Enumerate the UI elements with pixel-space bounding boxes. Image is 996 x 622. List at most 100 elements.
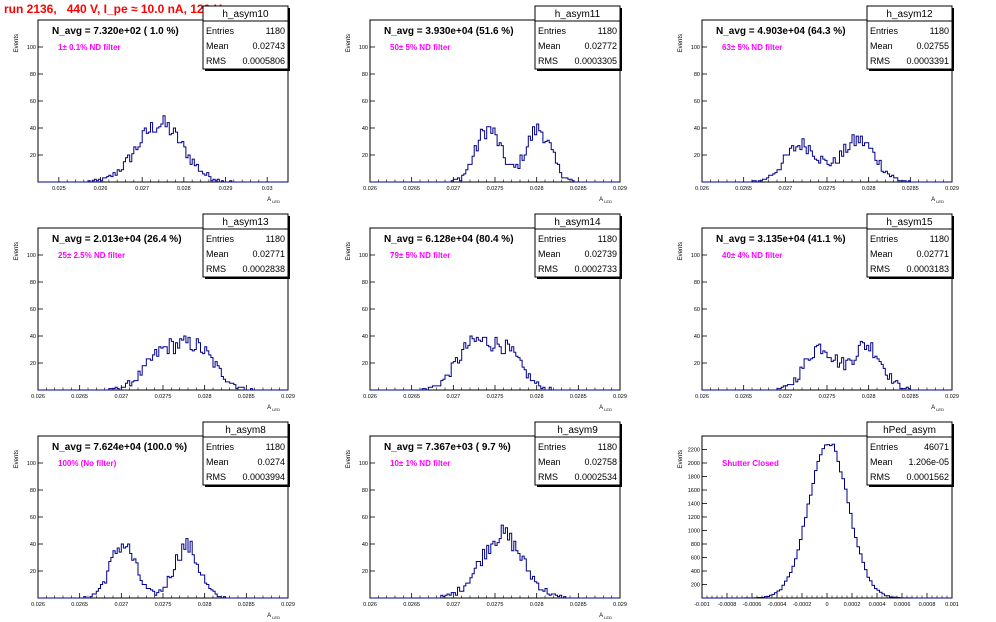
stats-box: h_asym15 Entries 1180 Mean 0.02771 RMS 0.00031… [866,213,954,279]
y-tick-label: 1000 [688,529,700,535]
y-tick-label: 40 [362,334,368,340]
x-tick-label: 0.029 [219,186,233,192]
stats-box: h_asym11 Entries 1180 Mean 0.02772 RMS 0.00033… [534,5,622,71]
stat-value: 0.02755 [916,41,949,51]
stat-value: 1180 [930,234,949,244]
x-tick-label: 0.028 [862,394,876,400]
y-tick-label: 100 [359,461,368,467]
y-tick-label: 40 [694,334,700,340]
y-tick-label: 1200 [688,515,700,521]
stat-value: 0.0003994 [242,472,285,482]
filter-label: 25± 2.5% ND filter [58,251,125,260]
y-tick-label: 2200 [688,448,700,454]
y-axis-label: Events [678,34,684,52]
stat-label: Entries [870,234,899,244]
y-tick-label: 80 [694,280,700,286]
x-tick-label: 0.027 [446,186,460,192]
stat-value: 0.02772 [584,41,617,51]
x-tick-label: 0.028 [530,186,544,192]
y-tick-label: 20 [30,569,36,575]
y-tick-label: 2000 [688,461,700,467]
stat-label: Entries [870,26,899,36]
x-tick-label: 0.03 [262,186,273,192]
filter-label: 50± 5% ND filter [390,43,450,52]
y-tick-label: 20 [362,569,368,575]
navg-label: N_avg = 7.367e+03 ( 9.7 %) [384,442,511,453]
x-tick-label: 0.026 [363,602,377,608]
x-tick-label: 0.0275 [819,394,836,400]
x-tick-label: 0.0265 [71,394,88,400]
stat-value: 0.0003305 [574,56,617,66]
y-axis-label: Events [346,34,352,52]
histogram-series [370,123,620,183]
stat-value: 0.0002838 [242,264,285,274]
y-tick-label: 40 [694,126,700,132]
stat-label: RMS [538,264,558,274]
y-tick-label: 60 [694,99,700,105]
stat-label: Entries [538,234,567,244]
stat-label: Mean [538,41,561,51]
y-tick-label: 100 [27,461,36,467]
y-axis-label: Events [14,34,20,52]
x-tick-label: 0.0265 [71,602,88,608]
panel-h_asym10: Events 20 40 60 80 100 0.025 0.026 0.027 0.028 0.0… [14,5,290,204]
histogram-name: h_asym11 [555,9,601,20]
x-tick-label: 0.0275 [819,186,836,192]
stats-box: h_asym14 Entries 1180 Mean 0.02739 RMS 0.00027… [534,213,622,279]
x-tick-label: 0.0275 [155,394,172,400]
y-tick-label: 1800 [688,475,700,481]
histogram-series [370,335,620,391]
x-tick-label: 0.0285 [902,394,919,400]
stat-value: 0.02771 [252,249,285,259]
stat-value: 1.206e-05 [908,457,949,467]
stat-label: RMS [206,472,226,482]
x-tick-label: 0.026 [94,186,108,192]
stats-box: h_asym12 Entries 1180 Mean 0.02755 RMS 0.00033… [866,5,954,71]
x-tick-label: 0.028 [198,602,212,608]
y-tick-label: 100 [27,253,36,259]
stat-label: Entries [206,442,235,452]
x-tick-label: 0.027 [446,602,460,608]
y-tick-label: 100 [691,45,700,51]
x-tick-label: -0.001 [694,602,710,608]
y-axis-label: Events [678,450,684,468]
histogram-name: h_asym13 [222,217,269,228]
stats-box: h_asym10 Entries 1180 Mean 0.02743 RMS 0.00058… [202,5,290,71]
y-tick-label: 100 [691,253,700,259]
x-tick-label: 0.0285 [238,394,255,400]
panel-hPed_asym: Events 200 400 600 800 1000 1200 1400 1600 1800 20… [678,421,959,608]
x-tick-label: 0.027 [135,186,149,192]
x-axis-label: A LED [267,613,280,620]
x-tick-label: 0.0004 [869,602,886,608]
x-axis-label: A LED [267,197,280,204]
stat-value: 0.0002534 [574,472,617,482]
x-tick-label: 0.028 [530,394,544,400]
x-tick-label: 0.0008 [919,602,936,608]
stat-label: Mean [870,41,893,51]
y-tick-label: 60 [362,515,368,521]
x-tick-label: 0.025 [52,186,66,192]
y-tick-label: 20 [362,153,368,159]
y-tick-label: 20 [30,153,36,159]
filter-label: 10± 1% ND filter [390,459,450,468]
y-tick-label: 60 [30,307,36,313]
stats-box: h_asym9 Entries 1180 Mean 0.02758 RMS 0.000253… [534,421,622,487]
y-tick-label: 80 [30,280,36,286]
x-tick-label: 0.0285 [570,394,587,400]
y-tick-label: 100 [27,45,36,51]
stat-label: Entries [870,442,899,452]
x-tick-label: 0.001 [945,602,959,608]
x-tick-label: 0.027 [778,394,792,400]
y-tick-label: 60 [362,99,368,105]
stat-value: 1180 [266,442,285,452]
filter-label: 79± 5% ND filter [390,251,450,260]
x-tick-label: 0.029 [281,602,295,608]
x-tick-label: 0.0285 [238,602,255,608]
histogram-name: h_asym9 [557,425,598,436]
y-tick-label: 60 [30,515,36,521]
x-tick-label: 0.026 [363,394,377,400]
navg-label: N_avg = 3.930e+04 (51.6 %) [384,26,514,37]
stats-box: h_asym8 Entries 1180 Mean 0.0274 RMS 0.0003994 [202,421,290,487]
filter-label: 63± 5% ND filter [722,43,782,52]
y-tick-label: 80 [30,488,36,494]
